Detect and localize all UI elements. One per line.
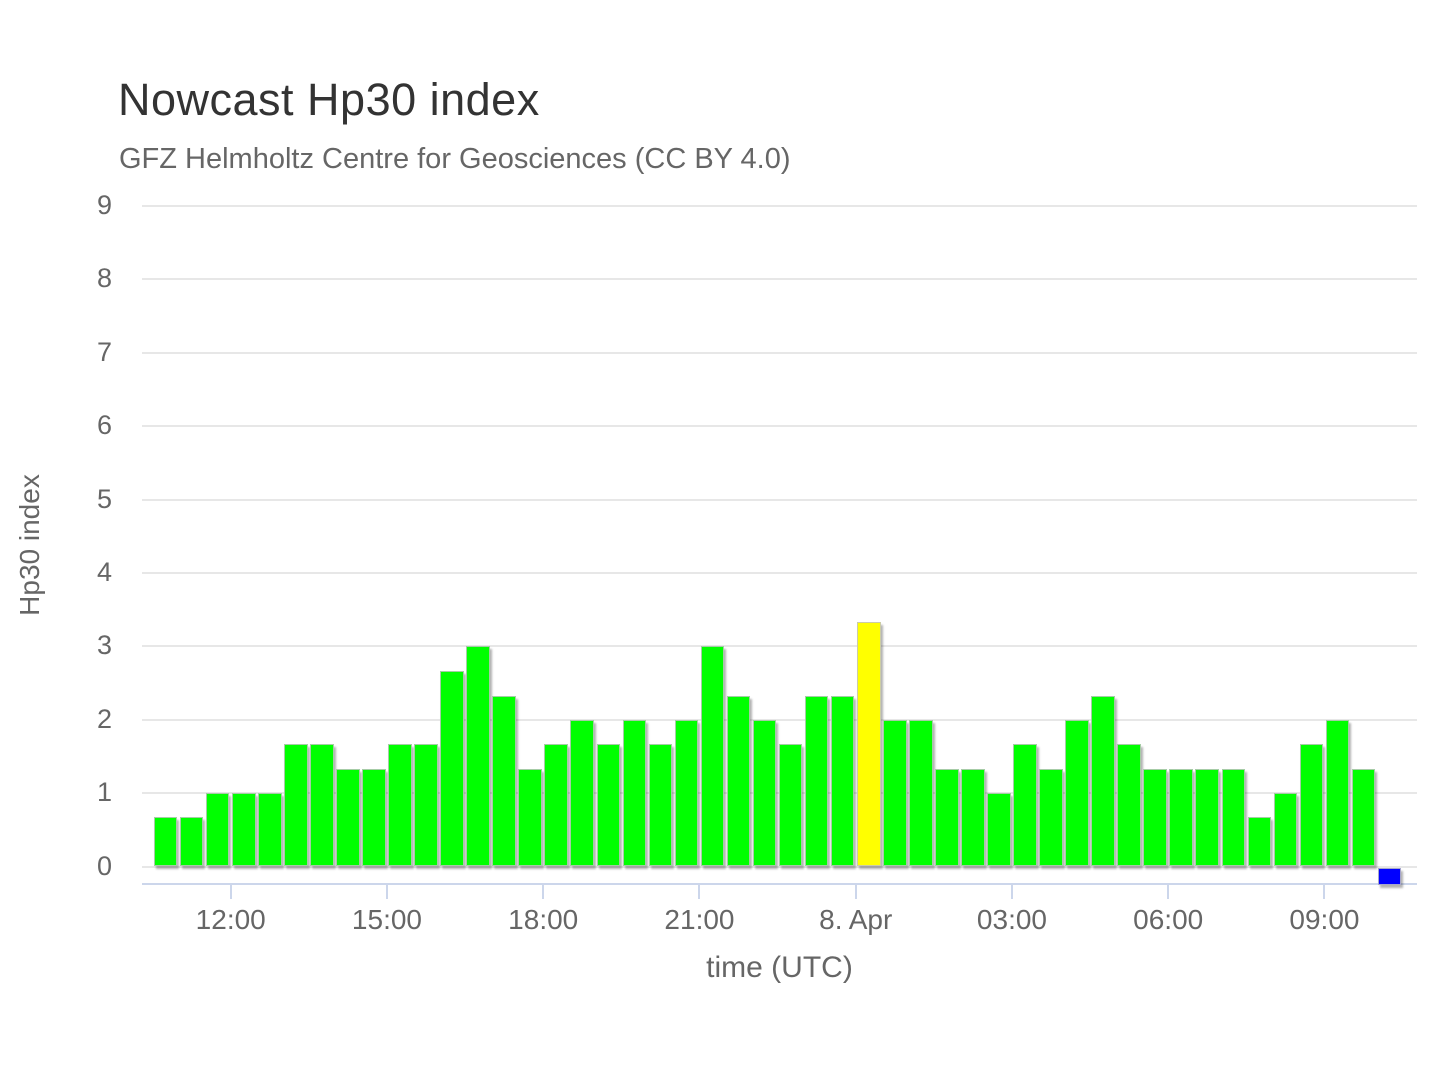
hp30-bar [492,695,516,867]
x-tick-label: 21:00 [664,904,735,935]
x-tick [698,885,701,899]
hp30-bar [648,743,673,867]
hp30-bar [726,695,751,867]
gridline [142,278,1417,281]
hp30-bar [856,622,881,867]
x-axis-title: time (UTC) [706,951,853,984]
x-tick [1010,885,1013,899]
x-tick [385,885,388,899]
hp30-bar [1351,768,1376,867]
hp30-bar [1169,768,1194,867]
hp30-bar [1117,743,1141,867]
hp30-bar [284,743,308,867]
chart-title: Nowcast Hp30 index [118,74,540,125]
hp30-bar [674,719,699,867]
x-axis-line [142,883,1417,885]
y-tick-label: 4 [96,556,112,587]
hp30-bar [257,793,282,867]
hp30-bar [1247,817,1272,867]
hp30-bar [700,646,725,867]
hp30-bar [752,719,777,867]
hp30-bar [1273,793,1298,867]
x-tick-label: 03:00 [976,904,1047,935]
gridline [142,865,1417,868]
hp30-bar [570,719,595,867]
x-tick [1167,885,1170,899]
y-tick-label: 9 [96,189,112,220]
hp30-bar [909,719,933,867]
hp30-bar [310,743,334,867]
hp30-bar [1039,768,1063,867]
y-tick-label: 7 [96,336,112,367]
x-tick-label: 06:00 [1133,904,1204,935]
hp30-bar [466,646,490,867]
y-tick-label: 1 [96,777,112,808]
hp30-bar [622,719,647,867]
x-tick [1323,885,1326,899]
hp30-bar [882,719,907,867]
hp30-bar [987,793,1011,867]
y-tick-label: 0 [96,850,112,881]
x-tick-label: 15:00 [351,904,422,935]
hp30-bar [336,768,360,867]
y-tick-label: 8 [96,263,112,294]
hp30-bar [414,743,438,867]
hp30-bar [362,768,386,867]
hp30-bar [205,793,230,867]
hp30-bar [388,743,412,867]
y-tick-label: 6 [96,410,112,441]
chart-subtitle: GFZ Helmholtz Centre for Geosciences (CC… [119,143,791,175]
x-tick [229,885,232,899]
gridline [142,645,1417,648]
hp30-bar [1325,719,1350,867]
x-tick [854,885,857,899]
hp30-bar [440,670,464,867]
gridline [142,351,1417,354]
gridline [142,204,1417,207]
hp30-bar [935,768,959,867]
hp30-bar [231,793,256,867]
hp30-bar [1143,768,1167,867]
hp30-bar [804,695,829,867]
hp30-bar [153,817,178,867]
gridline [142,718,1417,721]
x-tick-label: 8. Apr [819,904,893,935]
hp30-bar [1299,743,1324,867]
hp30-bar [518,768,542,867]
hp30-bar [1091,695,1115,867]
y-tick-label: 3 [96,630,112,661]
hp30-bar [961,768,985,867]
gridline [142,498,1417,501]
hp30-bar [1013,743,1037,867]
hp30-bar [179,817,204,867]
x-tick-label: 09:00 [1289,904,1360,935]
y-tick-label: 2 [96,703,112,734]
hp30-bar [544,743,569,867]
gridline [142,425,1417,428]
gridline [142,571,1417,574]
x-tick-label: 12:00 [195,904,266,935]
x-tick [542,885,545,899]
hp30-bar [1065,719,1089,867]
x-tick-label: 18:00 [508,904,579,935]
hp30-bar [596,743,621,867]
y-tick-label: 5 [96,483,112,514]
latest-interval-bar [1377,867,1402,885]
hp30-bar [778,743,803,867]
hp30-bar [830,695,855,867]
hp30-bar [1221,768,1246,867]
hp30-bar [1195,768,1220,867]
